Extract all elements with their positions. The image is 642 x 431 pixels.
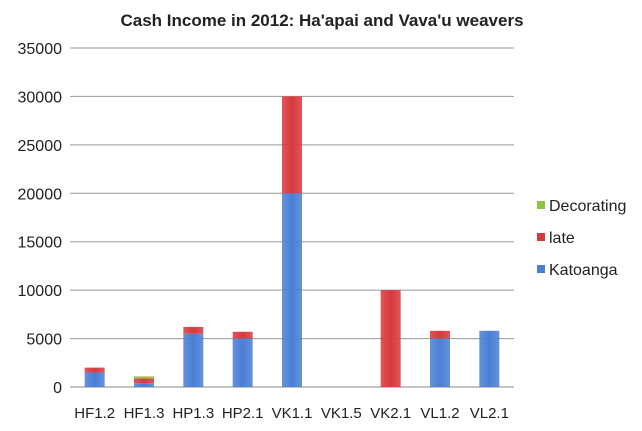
x-tick-label: VL1.2 bbox=[420, 405, 459, 422]
y-tick-label: 5000 bbox=[26, 332, 62, 349]
bar-late-vk1-1 bbox=[282, 96, 302, 194]
bar-katoanga-vl2-1 bbox=[479, 330, 500, 387]
legend-swatch bbox=[537, 265, 545, 273]
x-tick-label: VK1.5 bbox=[321, 405, 362, 422]
legend-swatch bbox=[537, 201, 545, 209]
bar-katoanga-hp1-3 bbox=[183, 333, 204, 387]
legend-label: Katoanga bbox=[549, 262, 618, 279]
y-tick-label: 30000 bbox=[18, 89, 63, 106]
bar-katoanga-hp2-1 bbox=[232, 338, 253, 387]
bar-katoanga-vl1-2 bbox=[430, 338, 450, 387]
bar-decorating-hf1-3 bbox=[134, 376, 154, 379]
bar-late-vl1-2 bbox=[430, 330, 450, 339]
y-axis-ticks: 0 5000 10000 15000 20000 25000 30000 35000 bbox=[18, 41, 63, 397]
y-tick-label: 0 bbox=[53, 380, 62, 397]
x-tick-label: HP1.3 bbox=[172, 405, 214, 422]
x-axis-ticks: HF1.2 HF1.3 HP1.3 HP2.1 VK1.1 VK1.5 VK2.1 VL1.2… bbox=[74, 405, 509, 422]
bar-katoanga-hf1-2 bbox=[84, 372, 105, 387]
x-tick-label: VK2.1 bbox=[370, 405, 411, 422]
y-tick-label: 15000 bbox=[18, 235, 63, 252]
y-tick-label: 20000 bbox=[18, 186, 63, 203]
bar-late-hf1-3 bbox=[134, 378, 154, 384]
legend-swatch bbox=[537, 233, 545, 241]
legend-label: late bbox=[549, 230, 575, 247]
y-tick-label: 35000 bbox=[18, 41, 63, 58]
y-tick-label: 10000 bbox=[18, 283, 63, 300]
legend-label: Decorating bbox=[549, 198, 626, 215]
y-tick-label: 25000 bbox=[18, 138, 63, 155]
chart-title: Cash Income in 2012: Ha'apai and Vava'u … bbox=[120, 11, 523, 30]
x-tick-label: VL2.1 bbox=[470, 405, 509, 422]
x-tick-label: HF1.2 bbox=[74, 405, 115, 422]
legend: Decorating late Katoanga bbox=[537, 198, 626, 279]
bar-katoanga-hf1-3 bbox=[134, 383, 154, 387]
bar-late-vk2-1 bbox=[380, 290, 401, 387]
bar-katoanga-vk1-1 bbox=[282, 193, 302, 387]
x-tick-label: HP2.1 bbox=[222, 405, 264, 422]
bars bbox=[84, 96, 500, 387]
bar-late-hf1-2 bbox=[84, 367, 105, 373]
bar-late-hp1-3 bbox=[183, 326, 204, 334]
x-tick-label: HF1.3 bbox=[124, 405, 165, 422]
x-tick-label: VK1.1 bbox=[272, 405, 313, 422]
bar-late-hp2-1 bbox=[232, 331, 253, 339]
